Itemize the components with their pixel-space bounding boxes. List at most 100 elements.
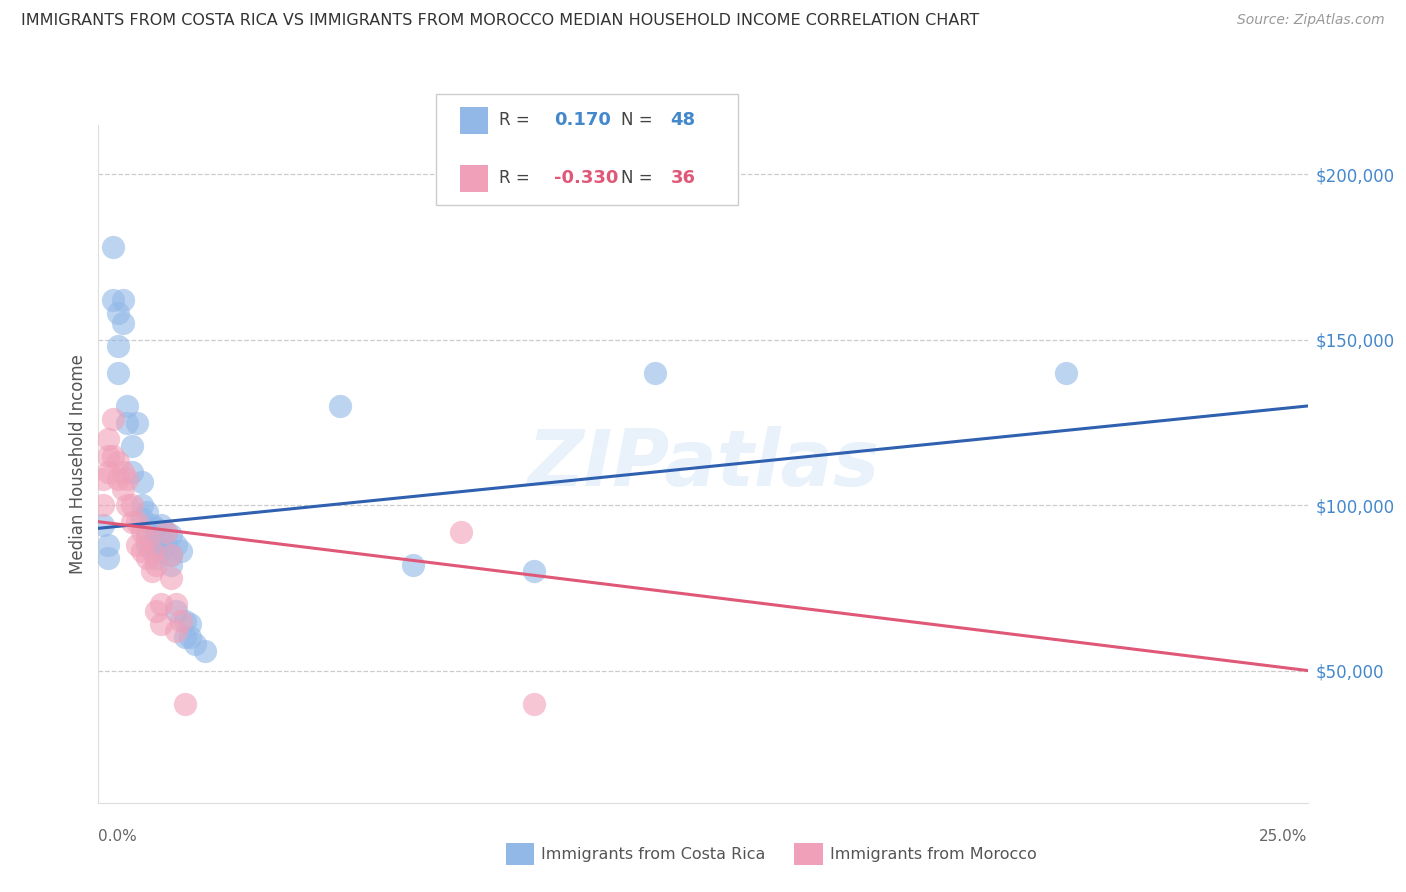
Point bbox=[174, 631, 197, 645]
Point bbox=[141, 544, 163, 558]
Point bbox=[160, 528, 183, 542]
Point bbox=[150, 531, 173, 545]
Point bbox=[145, 558, 167, 572]
Point bbox=[135, 524, 157, 539]
Text: -0.330: -0.330 bbox=[554, 169, 619, 187]
Point bbox=[155, 538, 177, 552]
Point bbox=[131, 511, 153, 525]
Point bbox=[145, 538, 167, 552]
Point bbox=[329, 399, 352, 413]
Point bbox=[117, 472, 139, 486]
Point bbox=[523, 697, 546, 711]
Point bbox=[111, 465, 134, 479]
Y-axis label: Median Household Income: Median Household Income bbox=[69, 354, 87, 574]
Point bbox=[150, 544, 173, 558]
Point bbox=[160, 571, 183, 585]
Text: Source: ZipAtlas.com: Source: ZipAtlas.com bbox=[1237, 13, 1385, 28]
Point bbox=[97, 432, 120, 446]
Point bbox=[141, 538, 163, 552]
Point bbox=[169, 614, 191, 628]
Point bbox=[150, 617, 173, 632]
Point bbox=[97, 538, 120, 552]
Point bbox=[165, 604, 187, 618]
Point bbox=[165, 598, 187, 612]
Point bbox=[169, 544, 191, 558]
Point bbox=[131, 498, 153, 512]
Point bbox=[111, 316, 134, 330]
Point bbox=[174, 614, 197, 628]
Point bbox=[97, 551, 120, 566]
Point bbox=[111, 482, 134, 496]
Point bbox=[155, 524, 177, 539]
Point bbox=[160, 558, 183, 572]
Text: IMMIGRANTS FROM COSTA RICA VS IMMIGRANTS FROM MOROCCO MEDIAN HOUSEHOLD INCOME CO: IMMIGRANTS FROM COSTA RICA VS IMMIGRANTS… bbox=[21, 13, 980, 29]
Point bbox=[523, 564, 546, 578]
Point bbox=[107, 306, 129, 320]
Point bbox=[174, 697, 197, 711]
Point bbox=[184, 637, 207, 651]
Text: 48: 48 bbox=[671, 112, 696, 129]
Point bbox=[150, 598, 173, 612]
Point bbox=[145, 604, 167, 618]
Point bbox=[97, 465, 120, 479]
Point bbox=[1054, 366, 1077, 380]
Text: 25.0%: 25.0% bbox=[1260, 830, 1308, 844]
Point bbox=[101, 240, 124, 254]
Point bbox=[131, 544, 153, 558]
Point bbox=[135, 505, 157, 519]
Point bbox=[127, 416, 149, 430]
Text: Immigrants from Costa Rica: Immigrants from Costa Rica bbox=[541, 847, 766, 862]
Point bbox=[165, 624, 187, 638]
Point bbox=[160, 548, 183, 562]
Point bbox=[127, 538, 149, 552]
Text: 36: 36 bbox=[671, 169, 696, 187]
Point bbox=[141, 518, 163, 533]
Point bbox=[141, 564, 163, 578]
Text: N =: N = bbox=[621, 169, 652, 187]
Point bbox=[107, 366, 129, 380]
Point bbox=[131, 475, 153, 489]
Point bbox=[160, 548, 183, 562]
Point bbox=[155, 524, 177, 539]
Point bbox=[117, 498, 139, 512]
Text: R =: R = bbox=[499, 169, 530, 187]
Point bbox=[121, 465, 143, 479]
Point bbox=[117, 399, 139, 413]
Text: Immigrants from Morocco: Immigrants from Morocco bbox=[830, 847, 1036, 862]
Text: ZIPatlas: ZIPatlas bbox=[527, 425, 879, 502]
Text: N =: N = bbox=[621, 112, 652, 129]
Point bbox=[127, 515, 149, 529]
Point bbox=[644, 366, 666, 380]
Text: R =: R = bbox=[499, 112, 530, 129]
Point bbox=[179, 617, 201, 632]
Point bbox=[150, 518, 173, 533]
Point bbox=[121, 498, 143, 512]
Point bbox=[101, 449, 124, 463]
Point bbox=[121, 439, 143, 453]
Point bbox=[91, 518, 114, 533]
Point bbox=[450, 524, 472, 539]
Point bbox=[402, 558, 425, 572]
Point bbox=[135, 551, 157, 566]
Point bbox=[131, 524, 153, 539]
Point bbox=[107, 339, 129, 353]
Text: 0.0%: 0.0% bbox=[98, 830, 138, 844]
Point bbox=[121, 515, 143, 529]
Point bbox=[145, 521, 167, 535]
Point bbox=[101, 412, 124, 426]
Point bbox=[97, 449, 120, 463]
Point bbox=[91, 498, 114, 512]
Point bbox=[107, 455, 129, 469]
Point bbox=[117, 416, 139, 430]
Point bbox=[179, 631, 201, 645]
Point bbox=[135, 538, 157, 552]
Point bbox=[135, 531, 157, 545]
Point bbox=[165, 538, 187, 552]
Point bbox=[111, 293, 134, 307]
Point bbox=[145, 551, 167, 566]
Text: 0.170: 0.170 bbox=[554, 112, 610, 129]
Point bbox=[194, 643, 217, 657]
Point bbox=[101, 293, 124, 307]
Point bbox=[91, 472, 114, 486]
Point bbox=[107, 472, 129, 486]
